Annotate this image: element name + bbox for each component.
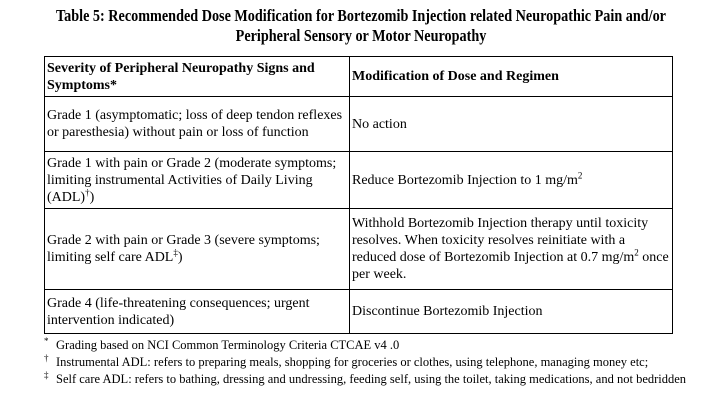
title-line-1: Table 5: Recommended Dose Modification f…: [55, 6, 666, 25]
table-row: Grade 1 (asymptomatic; loss of deep tend…: [44, 96, 673, 152]
table-title: Table 5: Recommended Dose Modification f…: [51, 6, 672, 46]
action-text: Reduce Bortezomib Injection to 1 mg/m: [352, 172, 578, 188]
table-row: Grade 2 with pain or Grade 3 (severe sym…: [44, 208, 673, 290]
footnotes: * Grading based on NCI Common Terminology…: [44, 335, 704, 388]
action-cell: Reduce Bortezomib Injection to 1 mg/m2: [349, 151, 673, 209]
severity-end: ): [89, 189, 95, 205]
superscript: 2: [577, 169, 583, 180]
footnote: ‡ Self care ADL: refers to bathing, dress…: [44, 369, 687, 386]
footnote-text: Instrumental ADL: refers to preparing me…: [56, 355, 649, 369]
severity-cell: Grade 1 with pain or Grade 2 (moderate s…: [44, 151, 350, 209]
title-line-2: Peripheral Sensory or Motor Neuropathy: [235, 26, 487, 45]
header-severity: Severity of Peripheral Neuropathy Signs …: [44, 56, 350, 97]
severity-cell: Grade 4 (life-threatening consequences; …: [44, 289, 350, 334]
action-end: once per week.: [352, 250, 669, 282]
severity-end: ): [177, 250, 183, 265]
action-cell: No action: [349, 96, 673, 152]
dose-modification-table: Severity of Peripheral Neuropathy Signs …: [44, 56, 673, 334]
superscript: 2: [634, 247, 639, 258]
action-cell: Discontinue Bortezomib Injection: [349, 289, 673, 334]
footnote: * Grading based on NCI Common Terminology…: [44, 335, 400, 352]
footnote-text: Self care ADL: refers to bathing, dressi…: [56, 372, 687, 386]
severity-cell: Grade 1 (asymptomatic; loss of deep tend…: [44, 96, 350, 152]
table-row: Grade 4 (life-threatening consequences; …: [44, 289, 673, 334]
table-header-row: Severity of Peripheral Neuropathy Signs …: [44, 56, 673, 97]
header-modification: Modification of Dose and Regimen: [349, 56, 673, 97]
action-cell: Withhold Bortezomib Injection therapy un…: [349, 208, 673, 290]
table-row: Grade 1 with pain or Grade 2 (moderate s…: [44, 151, 673, 209]
severity-text: Grade 1 with pain or Grade 2 (moderate s…: [47, 155, 337, 205]
action-text: Withhold Bortezomib Injection therapy un…: [352, 216, 649, 265]
severity-cell: Grade 2 with pain or Grade 3 (severe sym…: [44, 208, 350, 290]
severity-text: Grade 2 with pain or Grade 3 (severe sym…: [47, 233, 320, 265]
dagger-mark: †: [85, 186, 90, 197]
double-dagger-mark: ‡: [173, 247, 178, 258]
footnote: † Instrumental ADL: refers to preparing m…: [44, 352, 649, 369]
footnote-text: Grading based on NCI Common Terminology …: [56, 338, 400, 352]
